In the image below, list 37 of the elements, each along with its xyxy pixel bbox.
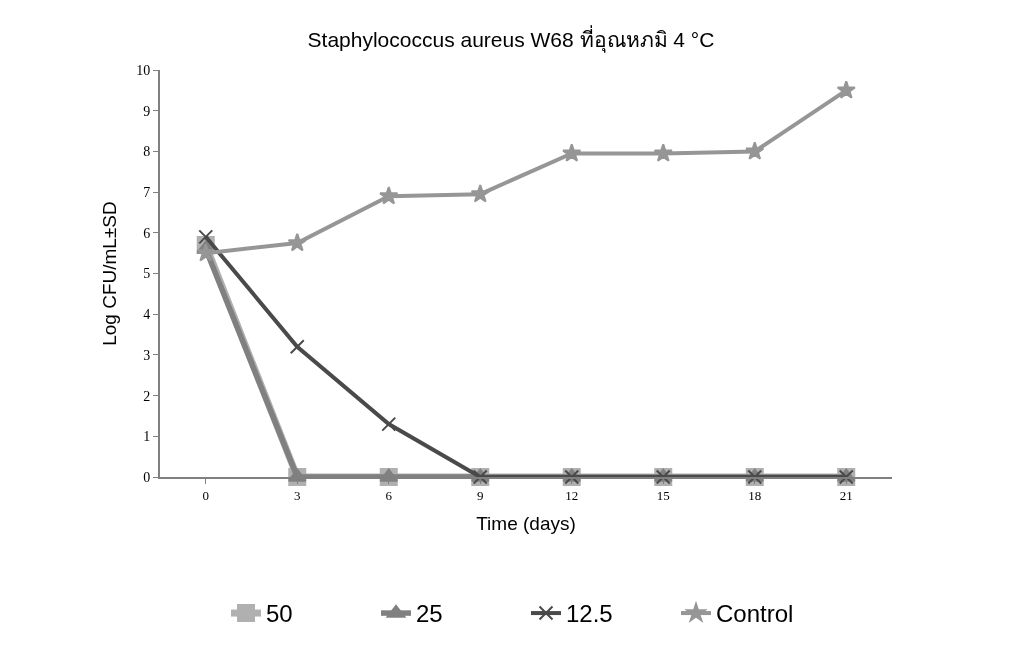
x-tick-label: 18 [748, 487, 762, 503]
point [289, 339, 305, 355]
point [379, 186, 399, 205]
y-tick-label: 6 [143, 225, 151, 241]
point [745, 141, 765, 160]
y-tick-label: 3 [143, 347, 151, 363]
y-tick-label: 1 [143, 429, 151, 445]
y-tick-label: 0 [143, 469, 151, 485]
point [653, 143, 673, 162]
y-tick-label: 2 [143, 388, 151, 404]
legend-label: 12.5 [566, 600, 613, 628]
point [198, 229, 214, 245]
y-tick-label: 9 [143, 103, 151, 119]
x-tick-label: 9 [477, 487, 484, 503]
point [562, 143, 582, 162]
x-tick-label: 3 [294, 487, 301, 503]
point [196, 243, 216, 262]
y-axis-title: Log CFU/mL±SD [98, 201, 120, 346]
point [836, 80, 856, 99]
y-tick-label: 10 [136, 62, 151, 78]
x-tick-label: 6 [385, 487, 393, 503]
point [470, 184, 490, 203]
legend-label: 50 [266, 600, 293, 628]
x-axis-title: Time (days) [476, 512, 576, 534]
y-tick-label: 5 [143, 266, 151, 282]
y-tick-label: 7 [143, 185, 151, 200]
x-tick-label: 0 [202, 487, 209, 503]
point [287, 232, 307, 252]
chart-title: Staphylococcus aureus W68 ที่อุณหภมิ 4 °C [307, 25, 715, 54]
x-tick-label: 21 [839, 487, 853, 503]
point [381, 416, 397, 432]
y-tick-label: 8 [143, 144, 151, 160]
legend-label: Control [716, 600, 794, 628]
y-tick-label: 4 [143, 307, 151, 323]
legend-label: 25 [416, 600, 443, 628]
x-tick-label: 12 [565, 487, 579, 503]
x-tick-label: 15 [656, 487, 670, 503]
